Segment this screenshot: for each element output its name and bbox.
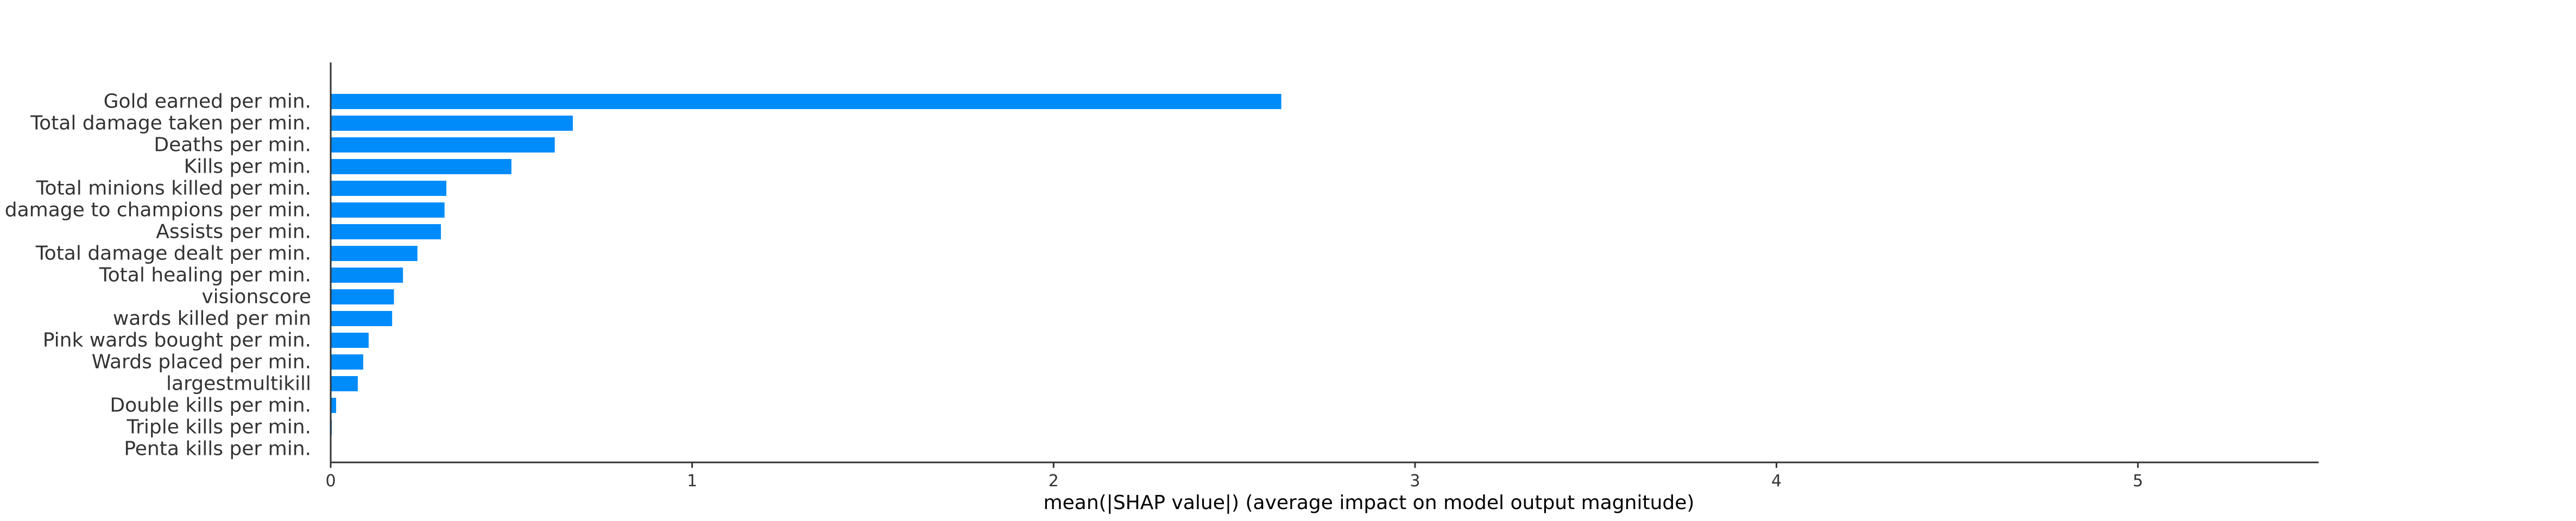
bar [331, 202, 445, 218]
bar [331, 268, 403, 283]
category-label: Kills per min. [184, 156, 311, 178]
bars-group [331, 94, 1281, 456]
x-axis-title: mean(|SHAP value|) (average impact on mo… [1044, 492, 1695, 514]
category-label: visionscore [201, 286, 311, 308]
bar [331, 246, 418, 261]
category-label: Double kills per min. [110, 395, 311, 417]
category-label: Deaths per min. [154, 134, 311, 156]
bar [331, 354, 363, 370]
category-label: Triple kills per min. [126, 416, 311, 439]
bar [331, 116, 573, 131]
category-label: Assists per min. [156, 221, 311, 243]
x-ticks-group: 0 1 2 3 4 5 [325, 462, 2143, 491]
category-label: Gold earned per min. [104, 91, 311, 113]
bar [331, 376, 358, 391]
bar [331, 289, 394, 304]
bar [331, 333, 369, 348]
category-label: Pink wards bought per min. [43, 329, 311, 352]
x-tick-label: 3 [1410, 472, 1420, 491]
category-label: Wards placed per min. [92, 351, 311, 373]
category-label: Penta kills per min. [124, 438, 311, 460]
x-tick-label: 0 [325, 472, 336, 491]
bar [331, 398, 336, 413]
bar [331, 159, 512, 174]
x-tick-label: 2 [1049, 472, 1059, 491]
bar [331, 94, 1281, 109]
category-label: Total damage dealt per min. [35, 243, 311, 265]
category-label: damage to champions per min. [5, 199, 311, 221]
bar [331, 311, 393, 326]
category-label: Total healing per min. [99, 264, 311, 287]
bar [331, 137, 555, 153]
category-label: wards killed per min [113, 308, 311, 330]
x-tick-label: 4 [1771, 472, 1782, 491]
category-labels-group: Gold earned per min.Total damage taken p… [5, 91, 311, 460]
category-label: largestmultikill [166, 373, 311, 395]
category-label: Total damage taken per min. [30, 112, 311, 135]
bar [331, 224, 441, 239]
x-tick-label: 5 [2133, 472, 2143, 491]
x-tick-label: 1 [687, 472, 697, 491]
bar [331, 181, 447, 196]
category-label: Total minions killed per min. [36, 177, 311, 200]
